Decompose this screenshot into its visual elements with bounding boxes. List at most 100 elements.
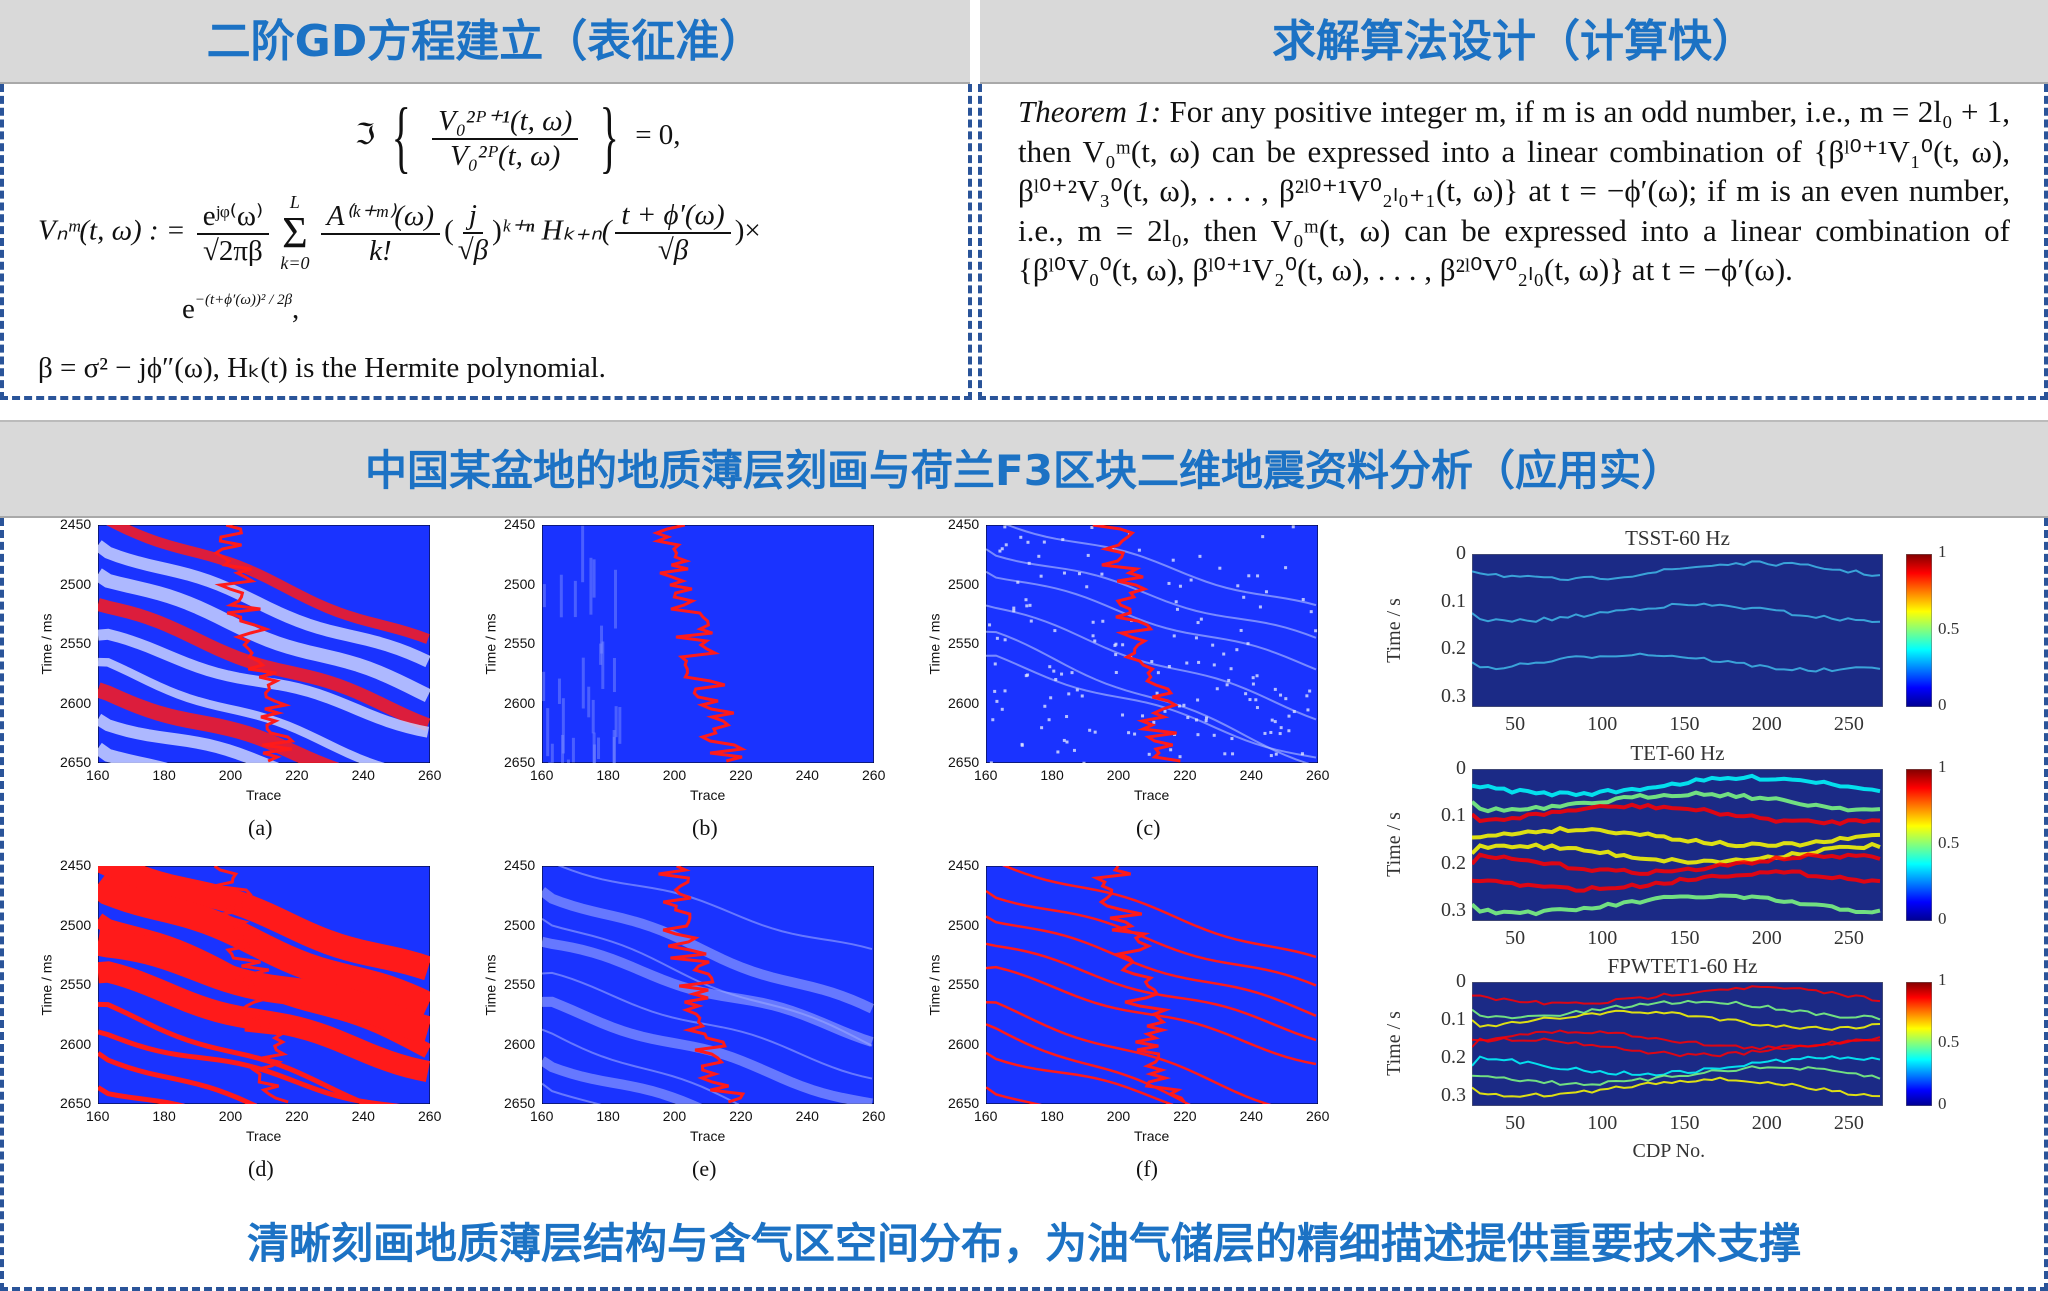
- tf-plot-title: TSST-60 Hz: [1625, 526, 1730, 550]
- speckle: [1230, 737, 1234, 741]
- speckle: [1048, 665, 1052, 669]
- speckle: [1231, 752, 1235, 756]
- speckle: [1197, 660, 1201, 664]
- x-tick-label: 160: [530, 767, 554, 783]
- speckle: [1229, 667, 1233, 671]
- speckle: [1300, 752, 1304, 756]
- tf-x-axis-label: CDP No.: [1632, 1140, 1706, 1162]
- tf-event: [1472, 893, 1881, 917]
- speckle: [1028, 603, 1032, 607]
- tf-event: [1472, 1009, 1881, 1031]
- speckle: [1040, 726, 1044, 730]
- speckle: [1196, 733, 1200, 737]
- tf-x-tick-label: 250: [1833, 1112, 1864, 1134]
- speckle: [1003, 525, 1007, 529]
- speckle: [1292, 710, 1296, 714]
- exp-end: ,: [292, 293, 300, 325]
- gd-equation-panel: [0, 84, 972, 400]
- speckle: [1194, 636, 1198, 640]
- reflector: [986, 548, 1317, 639]
- colorbar: [1906, 982, 1932, 1106]
- x-axis-label: Trace: [690, 1128, 726, 1144]
- theorem-label: Theorem 1:: [1018, 94, 1162, 129]
- speckle: [1258, 605, 1262, 609]
- tf-event: [1472, 869, 1881, 893]
- speckle: [1000, 707, 1004, 711]
- tf-event: [1472, 999, 1881, 1021]
- speckle: [1212, 733, 1216, 737]
- colorbar-tick-label: 0: [1938, 695, 1947, 714]
- speckle: [1306, 708, 1310, 712]
- speckle: [1174, 600, 1178, 604]
- speckle: [1314, 629, 1318, 633]
- right-brace: }: [599, 93, 619, 181]
- speckle: [1086, 553, 1090, 557]
- speckle: [1025, 604, 1029, 608]
- equation-3: β = σ² − jϕ″(ω), Hₖ(t) is the Hermite po…: [38, 352, 606, 384]
- y-tick-label: 2600: [948, 694, 980, 711]
- eq2-frac1-den: √2πβ: [202, 235, 263, 267]
- x-tick-label: 200: [218, 767, 243, 783]
- speckle: [1039, 574, 1043, 578]
- tf-x-tick-label: 100: [1587, 1112, 1618, 1134]
- y-tick-label: 2600: [60, 694, 92, 711]
- reflector: [986, 889, 1317, 987]
- speckle: [995, 699, 999, 703]
- y-tick-label: 2500: [504, 575, 536, 592]
- tf-event: [1472, 852, 1881, 876]
- eq1-numerator: V₀²ᴾ⁺¹(t, ω): [432, 103, 579, 140]
- speckle: [1056, 750, 1060, 754]
- y-tick-label: 2600: [60, 1035, 92, 1052]
- plot-caption: (e): [692, 1156, 717, 1181]
- algorithm-panel: [978, 84, 2048, 400]
- tf-x-tick-label: 200: [1751, 1112, 1782, 1134]
- well-log-curve: [1092, 525, 1181, 763]
- tf-plot-1: [1472, 554, 1883, 707]
- plot-caption: (d): [248, 1156, 274, 1181]
- y-tick-label: 2600: [504, 694, 536, 711]
- x-tick-label: 160: [86, 767, 110, 783]
- theorem-text: For any positive integer m, if m is an o…: [1018, 94, 2010, 287]
- speckle: [1156, 671, 1160, 675]
- tf-event: [1472, 1065, 1881, 1087]
- artifact: [571, 737, 575, 763]
- eq2-frac3: j √β: [458, 199, 488, 267]
- speckle: [1012, 609, 1016, 613]
- tf-y-tick-label: 0.3: [1441, 1084, 1466, 1106]
- artifact: [614, 706, 618, 738]
- tf-x-tick-label: 50: [1505, 1112, 1526, 1134]
- well-log-curve: [213, 866, 289, 1104]
- y-tick-label: 2550: [948, 635, 980, 651]
- x-tick-label: 260: [418, 767, 442, 783]
- speckle: [1070, 671, 1074, 675]
- speckle: [1308, 689, 1312, 693]
- speckle: [1167, 581, 1171, 585]
- speckle: [1090, 525, 1094, 529]
- colorbar: [1906, 769, 1932, 921]
- speckle: [1291, 525, 1295, 529]
- speckle: [1075, 688, 1079, 692]
- x-tick-label: 220: [1173, 767, 1197, 783]
- well-log-curve: [213, 525, 296, 763]
- speckle: [1152, 720, 1156, 724]
- speckle: [1114, 670, 1118, 674]
- seismic-plot-f: [986, 866, 1318, 1104]
- speckle: [1178, 755, 1182, 759]
- x-tick-label: 260: [862, 1108, 886, 1124]
- reflector: [542, 971, 873, 1080]
- eq2-frac4: t + ϕ′(ω) √β: [615, 199, 731, 267]
- speckle: [1121, 643, 1125, 647]
- y-tick-label: 2650: [504, 754, 536, 770]
- seismic-plot-b: [542, 525, 874, 763]
- speckle: [1309, 610, 1313, 614]
- eq2-hermite: ᵏ⁺ⁿ Hₖ₊ₙ(: [501, 214, 612, 247]
- artifact: [618, 707, 622, 744]
- artifact: [557, 678, 561, 704]
- x-tick-label: 180: [152, 1108, 176, 1124]
- speckle: [1198, 554, 1202, 558]
- speckle: [1256, 574, 1260, 578]
- tf-event: [1472, 802, 1881, 827]
- tf-plot-title: FPWTET1-60 Hz: [1607, 954, 1758, 978]
- x-tick-label: 240: [795, 1108, 819, 1124]
- tf-x-tick-label: 50: [1505, 927, 1526, 949]
